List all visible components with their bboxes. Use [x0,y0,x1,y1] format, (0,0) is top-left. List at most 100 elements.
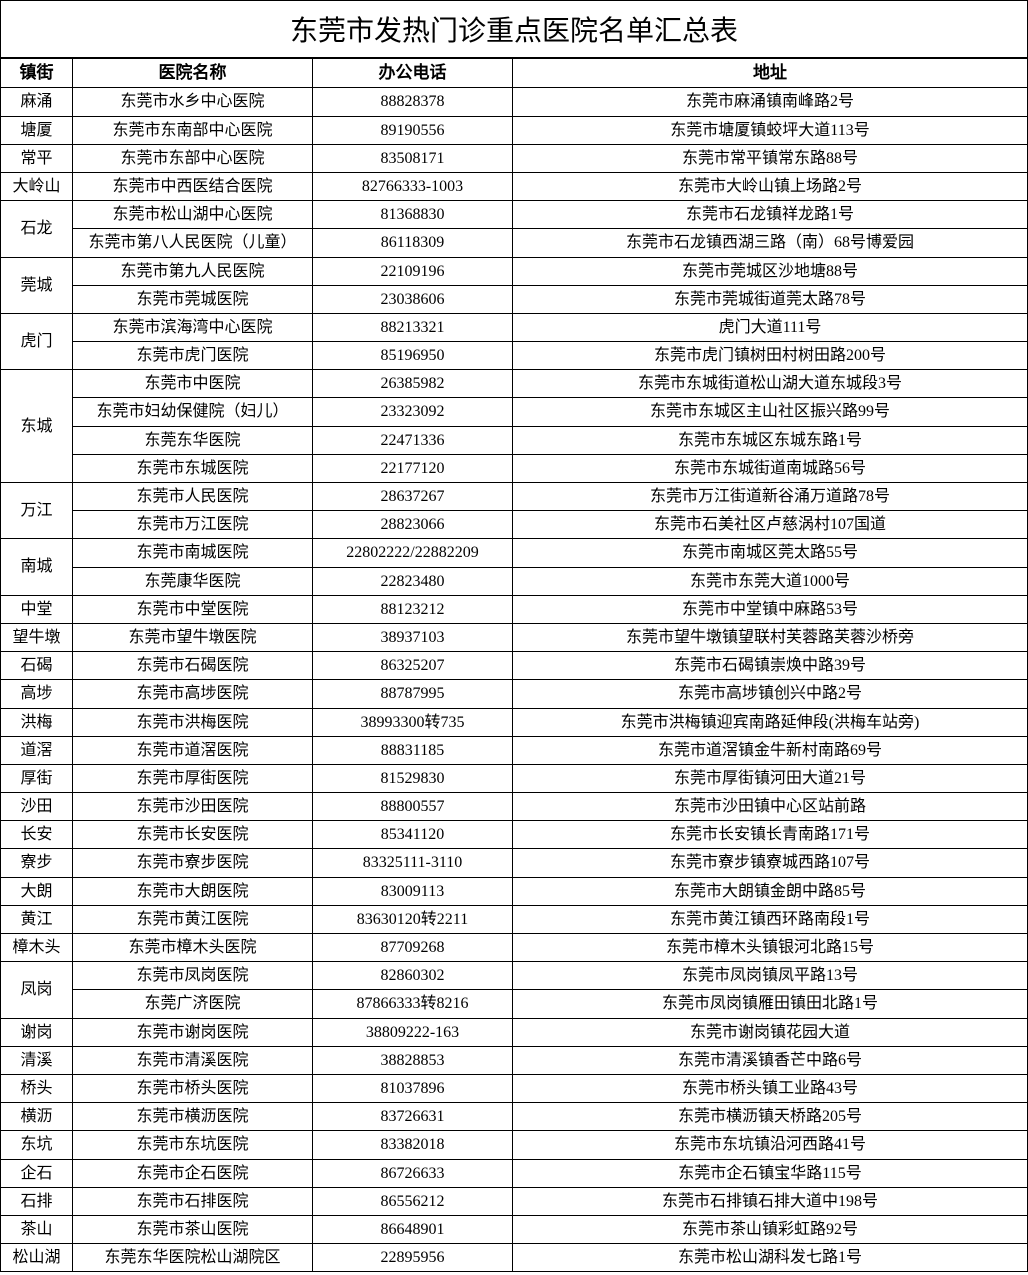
table-row: 望牛墩东莞市望牛墩医院38937103东莞市望牛墩镇望联村芙蓉路芙蓉沙桥旁 [1,623,1028,651]
cell-hospital: 东莞市松山湖中心医院 [73,201,313,229]
cell-hospital: 东莞市东南部中心医院 [73,116,313,144]
header-town: 镇街 [1,59,73,88]
table-row: 洪梅东莞市洪梅医院38993300转735东莞市洪梅镇迎宾南路延伸段(洪梅车站旁… [1,708,1028,736]
cell-phone: 28637267 [313,483,513,511]
cell-address: 东莞市企石镇宝华路115号 [513,1159,1028,1187]
cell-town: 麻涌 [1,88,73,116]
cell-town: 道滘 [1,736,73,764]
cell-phone: 81529830 [313,764,513,792]
cell-phone: 22802222/22882209 [313,539,513,567]
cell-hospital: 东莞市东坑医院 [73,1131,313,1159]
cell-phone: 88828378 [313,88,513,116]
cell-phone: 83726631 [313,1103,513,1131]
cell-town: 横沥 [1,1103,73,1131]
cell-phone: 83508171 [313,144,513,172]
cell-address: 东莞市东城街道松山湖大道东城段3号 [513,370,1028,398]
cell-hospital: 东莞市清溪医院 [73,1046,313,1074]
table-row: 塘厦东莞市东南部中心医院89190556东莞市塘厦镇蛟坪大道113号 [1,116,1028,144]
cell-address: 东莞市望牛墩镇望联村芙蓉路芙蓉沙桥旁 [513,623,1028,651]
cell-phone: 88831185 [313,736,513,764]
cell-town: 南城 [1,539,73,595]
table-row: 东莞市虎门医院85196950东莞市虎门镇树田村树田路200号 [1,342,1028,370]
cell-phone: 28823066 [313,511,513,539]
cell-hospital: 东莞市中医院 [73,370,313,398]
cell-address: 东莞市南城区莞太路55号 [513,539,1028,567]
table-row: 东莞康华医院22823480东莞市东莞大道1000号 [1,567,1028,595]
table-row: 东莞广济医院87866333转8216东莞市凤岗镇雁田镇田北路1号 [1,990,1028,1018]
cell-hospital: 东莞市茶山医院 [73,1215,313,1243]
table-row: 寮步东莞市寮步医院83325111-3110东莞市寮步镇寮城西路107号 [1,849,1028,877]
cell-hospital: 东莞市人民医院 [73,483,313,511]
cell-hospital: 东莞市沙田医院 [73,793,313,821]
header-address: 地址 [513,59,1028,88]
cell-hospital: 东莞市企石医院 [73,1159,313,1187]
cell-town: 莞城 [1,257,73,313]
cell-town: 东坑 [1,1131,73,1159]
table-row: 松山湖东莞东华医院松山湖院区22895956东莞市松山湖科发七路1号 [1,1244,1028,1272]
cell-phone: 22471336 [313,426,513,454]
cell-hospital: 东莞市第八人民医院（儿童） [73,229,313,257]
cell-address: 东莞市大岭山镇上场路2号 [513,172,1028,200]
table-row: 莞城东莞市第九人民医院22109196东莞市莞城区沙地塘88号 [1,257,1028,285]
table-row: 东城东莞市中医院26385982东莞市东城街道松山湖大道东城段3号 [1,370,1028,398]
cell-hospital: 东莞市谢岗医院 [73,1018,313,1046]
cell-address: 东莞市中堂镇中麻路53号 [513,595,1028,623]
cell-hospital: 东莞市虎门医院 [73,342,313,370]
cell-town: 塘厦 [1,116,73,144]
cell-address: 东莞市石碣镇崇焕中路39号 [513,652,1028,680]
cell-town: 企石 [1,1159,73,1187]
table-row: 石碣东莞市石碣医院86325207东莞市石碣镇崇焕中路39号 [1,652,1028,680]
cell-hospital: 东莞市樟木头医院 [73,934,313,962]
cell-town: 虎门 [1,313,73,369]
cell-phone: 83325111-3110 [313,849,513,877]
cell-town: 石排 [1,1187,73,1215]
cell-phone: 22895956 [313,1244,513,1272]
table-row: 清溪东莞市清溪医院38828853东莞市清溪镇香芒中路6号 [1,1046,1028,1074]
table-row: 茶山东莞市茶山医院86648901东莞市茶山镇彩虹路92号 [1,1215,1028,1243]
cell-address: 虎门大道111号 [513,313,1028,341]
table-title: 东莞市发热门诊重点医院名单汇总表 [0,0,1028,58]
cell-hospital: 东莞市东城医院 [73,454,313,482]
cell-town: 厚街 [1,764,73,792]
table-row: 凤岗东莞市凤岗医院82860302东莞市凤岗镇凤平路13号 [1,962,1028,990]
cell-address: 东莞市莞城区沙地塘88号 [513,257,1028,285]
table-row: 东莞东华医院22471336东莞市东城区东城东路1号 [1,426,1028,454]
table-row: 麻涌东莞市水乡中心医院88828378东莞市麻涌镇南峰路2号 [1,88,1028,116]
table-row: 东莞市妇幼保健院（妇儿）23323092东莞市东城区主山社区振兴路99号 [1,398,1028,426]
cell-hospital: 东莞市厚街医院 [73,764,313,792]
cell-hospital: 东莞市道滘医院 [73,736,313,764]
cell-hospital: 东莞市莞城医院 [73,285,313,313]
cell-hospital: 东莞市望牛墩医院 [73,623,313,651]
cell-hospital: 东莞市横沥医院 [73,1103,313,1131]
cell-phone: 88800557 [313,793,513,821]
cell-phone: 38809222-163 [313,1018,513,1046]
table-row: 虎门东莞市滨海湾中心医院88213321虎门大道111号 [1,313,1028,341]
cell-phone: 23038606 [313,285,513,313]
cell-town: 樟木头 [1,934,73,962]
cell-phone: 82860302 [313,962,513,990]
cell-town: 石龙 [1,201,73,257]
cell-town: 清溪 [1,1046,73,1074]
cell-town: 黄江 [1,905,73,933]
cell-address: 东莞市厚街镇河田大道21号 [513,764,1028,792]
cell-town: 寮步 [1,849,73,877]
cell-phone: 83382018 [313,1131,513,1159]
cell-address: 东莞市长安镇长青南路171号 [513,821,1028,849]
cell-address: 东莞市寮步镇寮城西路107号 [513,849,1028,877]
table-row: 长安东莞市长安医院85341120东莞市长安镇长青南路171号 [1,821,1028,849]
cell-hospital: 东莞东华医院松山湖院区 [73,1244,313,1272]
cell-hospital: 东莞市大朗医院 [73,877,313,905]
table-row: 大岭山东莞市中西医结合医院82766333-1003东莞市大岭山镇上场路2号 [1,172,1028,200]
cell-hospital: 东莞市南城医院 [73,539,313,567]
cell-phone: 38993300转735 [313,708,513,736]
cell-address: 东莞市莞城街道莞太路78号 [513,285,1028,313]
cell-hospital: 东莞市中堂医院 [73,595,313,623]
cell-hospital: 东莞市水乡中心医院 [73,88,313,116]
cell-phone: 87709268 [313,934,513,962]
table-row: 南城东莞市南城医院22802222/22882209东莞市南城区莞太路55号 [1,539,1028,567]
cell-phone: 85196950 [313,342,513,370]
header-hospital: 医院名称 [73,59,313,88]
cell-phone: 26385982 [313,370,513,398]
table-row: 企石东莞市企石医院86726633东莞市企石镇宝华路115号 [1,1159,1028,1187]
table-row: 石排东莞市石排医院86556212东莞市石排镇石排大道中198号 [1,1187,1028,1215]
